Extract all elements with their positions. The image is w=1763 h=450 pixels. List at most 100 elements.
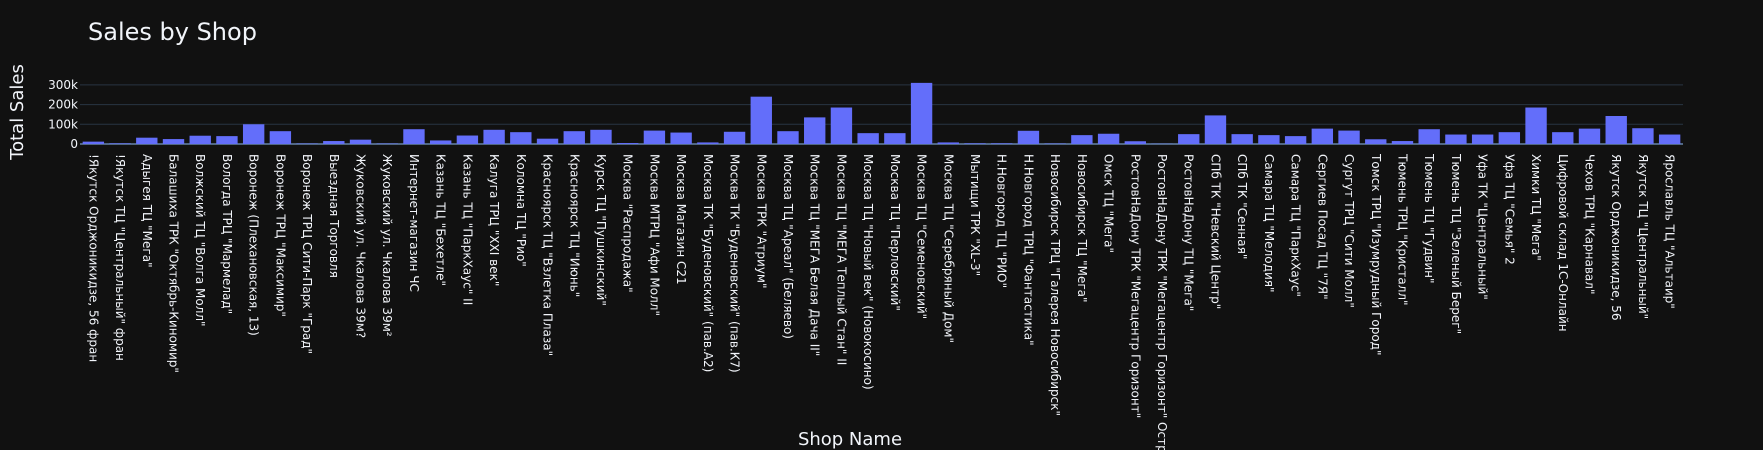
x-tick-label: Красноярск ТЦ "Июнь"	[567, 154, 581, 297]
bar[interactable]	[1632, 128, 1654, 144]
x-tick-label: Мытищи ТРК "XL-3"	[968, 154, 982, 276]
bar[interactable]	[403, 129, 425, 144]
x-tick-label: РостовНаДону ТРК "Мегацентр Горизонт"	[1128, 154, 1142, 418]
bar[interactable]	[1525, 107, 1547, 144]
x-tick-label: Химки ТЦ "Мега"	[1529, 154, 1543, 261]
x-tick-label: Жуковский ул. Чкалова 39м²	[380, 154, 394, 337]
x-tick-label: Чехов ТРЦ "Карнавал"	[1582, 154, 1596, 294]
x-tick-label: РостовНаДону ТЦ "Мега"	[1182, 154, 1196, 311]
bar[interactable]	[643, 130, 666, 144]
x-tick-label: Красноярск ТЦ "Взлетка Плаза"	[541, 154, 555, 356]
bar[interactable]	[1391, 141, 1414, 144]
bar[interactable]	[964, 143, 986, 144]
x-tick-label: Уфа ТК "Центральный"	[1476, 154, 1490, 300]
bar[interactable]	[1658, 134, 1681, 144]
gridlines	[80, 84, 1683, 145]
bar[interactable]	[483, 129, 505, 144]
bar[interactable]	[1578, 128, 1601, 144]
bar[interactable]	[1178, 134, 1200, 144]
x-tick-label: Курск ТЦ "Пушкинский"	[594, 154, 608, 306]
bar[interactable]	[242, 124, 265, 144]
bar[interactable]	[723, 131, 746, 144]
x-tick-label: Якутск Орджоникидзе, 56	[1609, 154, 1623, 321]
bars	[82, 82, 1681, 144]
y-tick-label: 200k	[48, 98, 78, 112]
x-tick-label: Самара ТЦ "Мелодия"	[1262, 154, 1276, 293]
x-tick-label: Волжский ТЦ "Волга Молл"	[193, 154, 207, 327]
bar[interactable]	[269, 131, 292, 144]
bar[interactable]	[563, 131, 585, 144]
bar[interactable]	[1338, 130, 1360, 144]
bar[interactable]	[323, 141, 345, 144]
bar[interactable]	[617, 143, 639, 144]
bar[interactable]	[109, 143, 131, 144]
bar[interactable]	[1445, 134, 1467, 144]
bar[interactable]	[1071, 135, 1093, 144]
bar[interactable]	[82, 141, 105, 144]
x-tick-labels: !Якутск Орджоникидзе, 56 фран !Якутск ТЦ …	[86, 153, 1676, 450]
x-tick-label: Омск ТЦ "Мега"	[1102, 154, 1116, 253]
x-tick-label: Новосибирск ТЦ "Мега"	[1075, 154, 1089, 303]
x-tick-label: Н.Новгород ТЦ "РИО"	[995, 154, 1009, 288]
bar[interactable]	[162, 139, 185, 144]
x-tick-label: Томск ТРЦ "Изумрудный Город"	[1369, 153, 1383, 356]
x-tick-label: Воронеж ТРЦ "Максимир"	[273, 154, 287, 317]
x-tick-label: Москва "Распродажа"	[621, 154, 635, 293]
bar[interactable]	[456, 135, 479, 144]
x-tick-label: Москва ТЦ "МЕГА Белая Дача II"	[808, 154, 822, 356]
x-tick-label: Уфа ТЦ "Семья" 2	[1502, 154, 1516, 265]
x-tick-label: Москва ТЦ "Семеновский"	[915, 154, 929, 319]
bar[interactable]	[536, 138, 559, 144]
bar[interactable]	[777, 131, 799, 144]
bar[interactable]	[1418, 129, 1440, 144]
bar[interactable]	[1471, 134, 1494, 144]
bar[interactable]	[884, 133, 906, 144]
bar[interactable]	[1311, 128, 1334, 144]
x-tick-label: Москва ТЦ "Серебряный Дом"	[941, 154, 955, 343]
x-tick-label: Ярославль ТЦ "Альтаир"	[1663, 154, 1677, 309]
bar[interactable]	[216, 136, 238, 144]
bar[interactable]	[1124, 141, 1146, 144]
x-tick-label: Сургут ТРЦ "Сити Молл"	[1342, 154, 1356, 308]
x-tick-label: Вологда ТРЦ "Мармелад"	[220, 154, 234, 314]
bar[interactable]	[590, 129, 612, 144]
bar[interactable]	[510, 132, 532, 144]
x-tick-label: Тюмень ТРЦ "Кристалл"	[1395, 153, 1409, 306]
bar[interactable]	[937, 142, 959, 144]
bar[interactable]	[1204, 115, 1227, 144]
x-axis-title: Shop Name	[798, 429, 902, 450]
bar[interactable]	[910, 82, 933, 144]
bar[interactable]	[857, 133, 879, 144]
x-tick-label: РостовНаДону ТРК "Мегацентр Горизонт" Ос…	[1155, 154, 1169, 450]
bar[interactable]	[189, 135, 211, 144]
x-tick-label: Москва ТЦ "Ареал" (Беляево)	[781, 154, 795, 339]
bar[interactable]	[1552, 132, 1574, 144]
x-tick-label: Москва МТРЦ "Афи Молл"	[647, 154, 661, 316]
x-tick-label: Якутск ТЦ "Центральный"	[1636, 154, 1650, 319]
bar[interactable]	[1365, 139, 1387, 144]
x-tick-label: Выездная Торговля	[327, 154, 341, 278]
bar[interactable]	[697, 142, 719, 144]
bar[interactable]	[804, 117, 826, 144]
x-tick-label: Цифровой склад 1С-Онлайн	[1556, 154, 1570, 332]
bar[interactable]	[1017, 130, 1040, 144]
x-tick-label: Калуга ТРЦ "XXI век"	[487, 154, 501, 286]
x-tick-label: Москва ТК "Буденовский" (пав.А2)	[701, 154, 715, 372]
bar[interactable]	[1498, 132, 1521, 144]
bar[interactable]	[670, 132, 692, 144]
bar[interactable]	[349, 139, 372, 144]
bar[interactable]	[1605, 116, 1627, 144]
bar[interactable]	[750, 96, 772, 144]
x-tick-label: СПб ТК "Невский Центр"	[1208, 154, 1222, 309]
bar[interactable]	[136, 137, 158, 144]
x-tick-label: Воронеж (Плехановская, 13)	[247, 154, 261, 336]
x-tick-label: Новосибирск ТРЦ "Галерея Новосибирск"	[1048, 154, 1062, 416]
bar[interactable]	[429, 140, 452, 144]
chart-title: Sales by Shop	[88, 18, 257, 46]
bar[interactable]	[1097, 133, 1120, 144]
bar[interactable]	[1258, 135, 1280, 144]
bar[interactable]	[830, 107, 853, 144]
bar[interactable]	[991, 143, 1013, 144]
bar[interactable]	[1284, 136, 1307, 144]
bar[interactable]	[1231, 134, 1253, 144]
